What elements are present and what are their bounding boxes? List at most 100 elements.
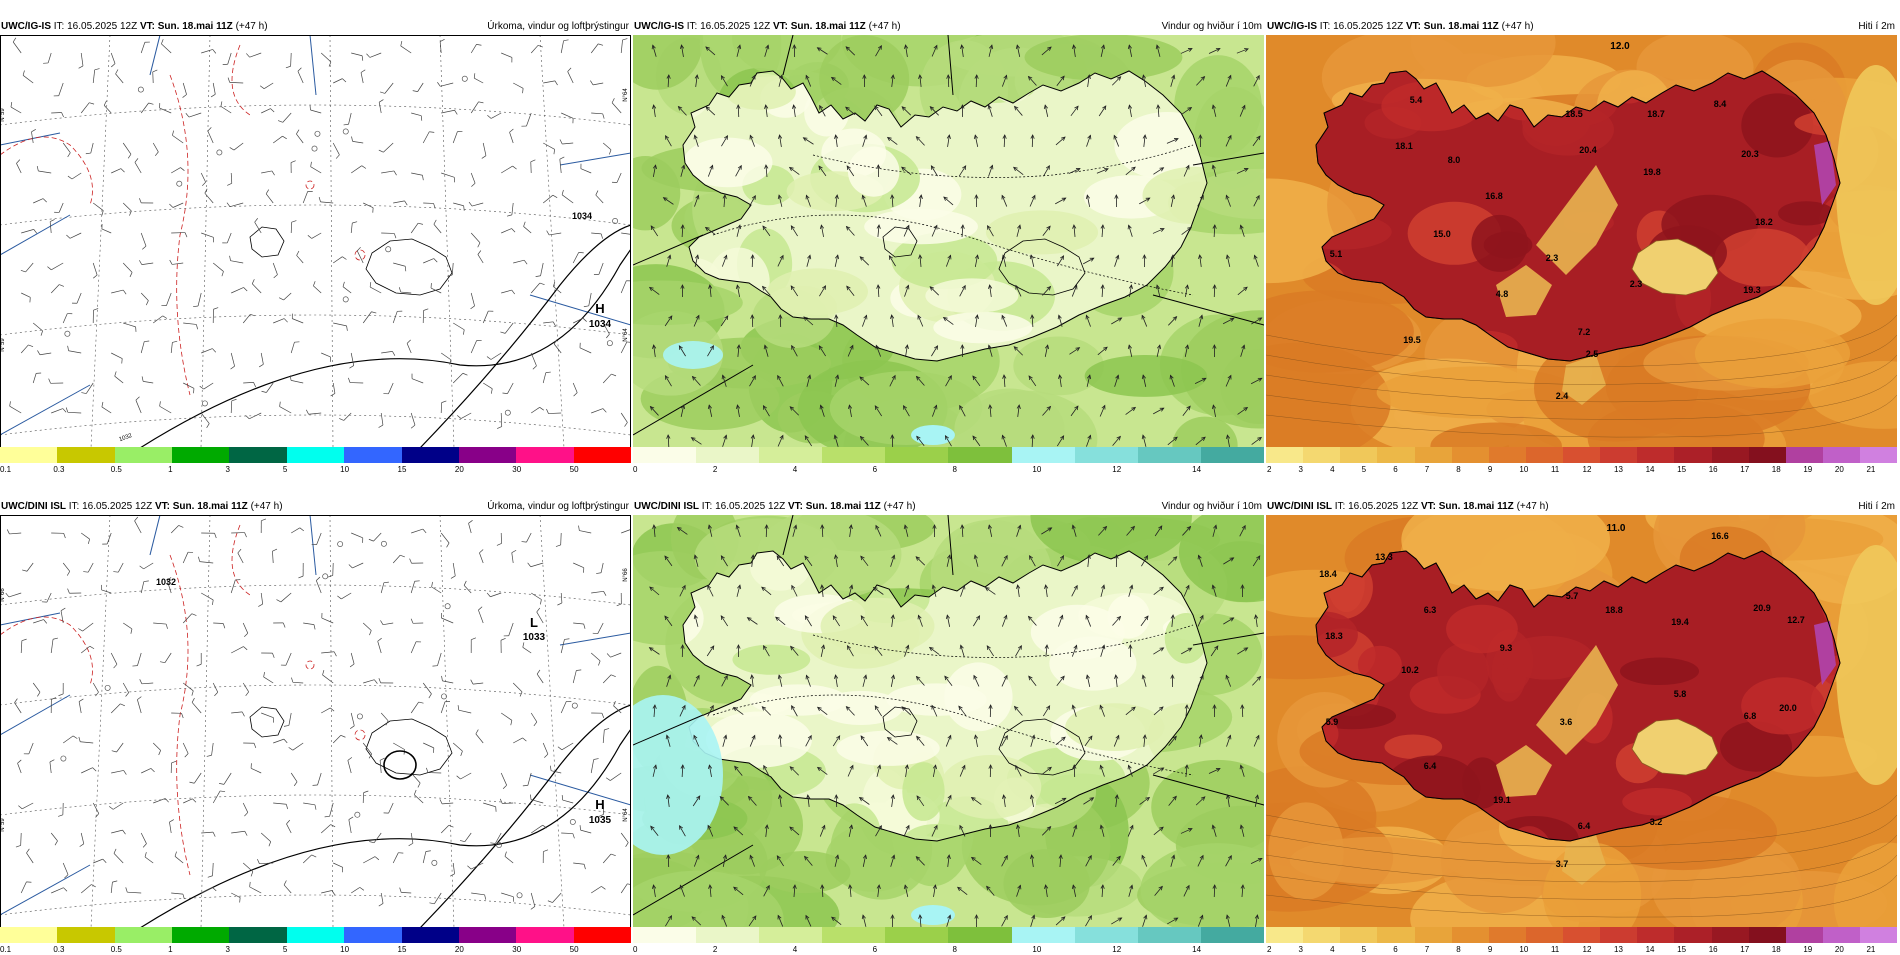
map-canvas bbox=[633, 515, 1264, 928]
panel-title: Hiti í 2m bbox=[1858, 21, 1895, 32]
lead-time: (+47 h) bbox=[1502, 21, 1534, 32]
lead-time: (+47 h) bbox=[869, 21, 901, 32]
legend-tick-label: 6 bbox=[1393, 465, 1397, 474]
legend-swatch bbox=[1637, 447, 1674, 463]
model-name: UWC/DINI ISL bbox=[1, 501, 66, 512]
legend-tick-label: 12 bbox=[1112, 465, 1121, 474]
init-time: 16.05.2025 12Z bbox=[1348, 501, 1418, 512]
temperature-value-label: 9.3 bbox=[1500, 643, 1513, 653]
legend-swatch bbox=[1823, 927, 1860, 943]
legend-tick-label: 21 bbox=[1866, 465, 1875, 474]
valid-time-label: VT: bbox=[773, 21, 788, 32]
temperature-value-label: 19.4 bbox=[1671, 617, 1689, 627]
legend-swatch bbox=[1526, 447, 1563, 463]
temperature-value-label: 6.8 bbox=[1744, 711, 1757, 721]
pressure-high-value: 1035 bbox=[589, 815, 612, 826]
panel-header: UWC/IG-IS IT: 16.05.2025 12Z VT: Sun. 18… bbox=[1266, 21, 1897, 35]
legend-swatch bbox=[1860, 927, 1897, 943]
latitude-label: N°64 bbox=[623, 328, 629, 342]
panel-header-left: UWC/IG-IS IT: 16.05.2025 12Z VT: Sun. 18… bbox=[634, 21, 901, 32]
legend-swatch bbox=[57, 927, 114, 943]
legend-swatch bbox=[1563, 447, 1600, 463]
legend-swatch bbox=[1340, 447, 1377, 463]
legend-swatch bbox=[344, 927, 401, 943]
map-canvas: 11.013.318.416.66.35.718.819.420.912.718… bbox=[1266, 515, 1897, 928]
map-area bbox=[633, 35, 1264, 448]
legend-tick-label: 7 bbox=[1425, 465, 1429, 474]
legend-swatch bbox=[459, 447, 516, 463]
legend-colorbar bbox=[0, 447, 631, 463]
panel-dini-temperature: UWC/DINI ISL IT: 16.05.2025 12Z VT: Sun.… bbox=[1266, 493, 1897, 953]
temperature-value-label: 20.3 bbox=[1741, 149, 1759, 159]
legend-swatch bbox=[0, 927, 57, 943]
temperature-value-label: 18.4 bbox=[1319, 569, 1337, 579]
map-area bbox=[633, 515, 1264, 928]
legend-swatch bbox=[948, 447, 1011, 463]
panel-header-left: UWC/DINI ISL IT: 16.05.2025 12Z VT: Sun.… bbox=[1267, 501, 1549, 512]
legend-swatch bbox=[1674, 927, 1711, 943]
legend-tick-label: 3 bbox=[1299, 465, 1303, 474]
sea-temperature-label: 11.0 bbox=[1607, 523, 1626, 534]
legend-tick-label: 50 bbox=[570, 465, 579, 474]
legend-swatch bbox=[1749, 927, 1786, 943]
legend-tick-label: 17 bbox=[1740, 465, 1749, 474]
legend-swatch bbox=[948, 927, 1011, 943]
map-canvas: 12.05.418.18.016.815.05.118.520.418.719.… bbox=[1266, 35, 1897, 448]
legend-swatch bbox=[1823, 447, 1860, 463]
legend-swatch bbox=[1303, 927, 1340, 943]
legend-colorbar bbox=[1266, 927, 1897, 943]
legend-swatch bbox=[402, 447, 459, 463]
panel-header: UWC/IG-IS IT: 16.05.2025 12Z VT: Sun. 18… bbox=[633, 21, 1264, 35]
map-canvas bbox=[633, 35, 1264, 448]
legend-swatch bbox=[516, 447, 573, 463]
temperature-value-label: 8.0 bbox=[1448, 155, 1461, 165]
legend-swatch bbox=[1637, 927, 1674, 943]
temperature-value-label: 2.4 bbox=[1556, 391, 1569, 401]
legend-tick-label: 20 bbox=[455, 465, 464, 474]
temperature-value-label: 5.1 bbox=[1330, 249, 1343, 259]
lead-time: (+47 h) bbox=[251, 501, 283, 512]
temperature-value-label: 5.7 bbox=[1566, 591, 1579, 601]
legend-tick-label: 0.1 bbox=[0, 465, 11, 474]
valid-time-label: VT: bbox=[155, 501, 170, 512]
legend-tick-label: 8 bbox=[953, 465, 957, 474]
legend-swatch bbox=[172, 927, 229, 943]
temperature-value-label: 7.2 bbox=[1578, 327, 1591, 337]
temperature-value-label: 3.6 bbox=[1560, 717, 1573, 727]
legend-colorbar bbox=[633, 927, 1264, 943]
temperature-value-label: 3.7 bbox=[1556, 859, 1569, 869]
legend-swatch bbox=[459, 927, 516, 943]
temperature-value-label: 18.7 bbox=[1647, 109, 1665, 119]
legend-swatch bbox=[1012, 447, 1075, 463]
legend-tick-label: 30 bbox=[512, 465, 521, 474]
legend-swatch bbox=[1138, 447, 1201, 463]
legend-tick-label: 14 bbox=[1192, 465, 1201, 474]
lead-time: (+47 h) bbox=[1517, 501, 1549, 512]
legend-tick-label: 10 bbox=[1032, 465, 1041, 474]
legend-swatch bbox=[885, 927, 948, 943]
temperature-value-label: 4.8 bbox=[1496, 289, 1509, 299]
legend-tick-label: 15 bbox=[1677, 465, 1686, 474]
lead-time: (+47 h) bbox=[884, 501, 916, 512]
legend-swatch bbox=[1377, 447, 1414, 463]
init-time-label: IT: bbox=[69, 501, 80, 512]
panel-header-left: UWC/IG-IS IT: 16.05.2025 12Z VT: Sun. 18… bbox=[1267, 21, 1534, 32]
legend-swatch bbox=[229, 447, 286, 463]
panel-header: UWC/DINI ISL IT: 16.05.2025 12Z VT: Sun.… bbox=[0, 501, 631, 515]
isobar-label: 1034 bbox=[572, 211, 592, 221]
legend-swatch bbox=[574, 447, 631, 463]
legend-swatch bbox=[1600, 927, 1637, 943]
panel-header-left: UWC/DINI ISL IT: 16.05.2025 12Z VT: Sun.… bbox=[634, 501, 916, 512]
temperature-value-label: 20.0 bbox=[1779, 703, 1797, 713]
legend-swatch bbox=[1415, 927, 1452, 943]
legend-swatch bbox=[344, 447, 401, 463]
panel-header: UWC/DINI ISL IT: 16.05.2025 12Z VT: Sun.… bbox=[1266, 501, 1897, 515]
legend-swatch bbox=[1452, 927, 1489, 943]
legend-swatch bbox=[287, 447, 344, 463]
pressure-low-value: 1033 bbox=[523, 632, 546, 643]
